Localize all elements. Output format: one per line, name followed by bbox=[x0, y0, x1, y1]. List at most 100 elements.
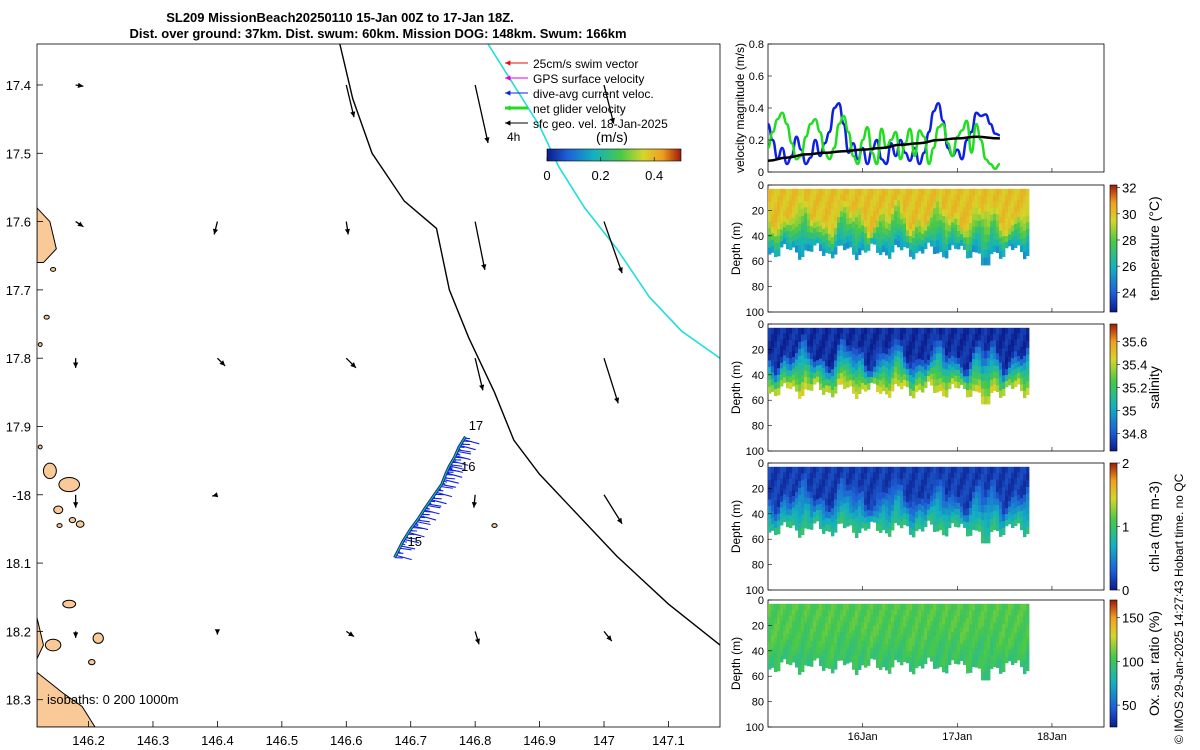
island bbox=[56, 523, 63, 528]
geo-vector bbox=[474, 84, 490, 144]
velocity-ylabel: velocity magnitude (m/s) bbox=[733, 43, 747, 173]
dive-avg-vector bbox=[395, 554, 412, 561]
geo-vector bbox=[603, 494, 623, 525]
map-x-tick-label: 146.9 bbox=[523, 733, 556, 748]
map-x-tick-label: 146.5 bbox=[266, 733, 299, 748]
geo-vector bbox=[216, 357, 226, 367]
island bbox=[53, 505, 64, 515]
depth-ylabel: Depth (m) bbox=[729, 361, 743, 414]
isobath-1000m-line bbox=[487, 44, 720, 359]
speed-colorbar-ticks: 0 0.2 0.4 bbox=[543, 157, 663, 183]
colorbar-chl-a bbox=[1109, 462, 1118, 591]
colorbar-tick-label: 0.4 bbox=[645, 168, 663, 183]
legend-swatch-gps bbox=[505, 75, 528, 81]
colorbar-tick-label-chl-a: 1 bbox=[1122, 520, 1129, 535]
depth-tick-label: 40 bbox=[752, 646, 764, 658]
island bbox=[44, 638, 62, 652]
dive-avg-vector bbox=[440, 485, 453, 489]
depth-tick-label: 20 bbox=[752, 620, 764, 632]
map-y-tick-label: -18 bbox=[12, 488, 31, 503]
velocity-series-net bbox=[768, 111, 1001, 171]
dive-avg-vector bbox=[441, 483, 456, 488]
depth-ylabel: Depth (m) bbox=[729, 637, 743, 690]
time-axis: 16Jan 17Jan 18Jan bbox=[848, 168, 1067, 743]
depth-panel-oxygen: 50 100 150 Ox. sat. ratio (%) 0 20 40 60 80 100 De… bbox=[729, 595, 1162, 734]
dive-avg-vector bbox=[405, 537, 417, 540]
colorbar-tick-label-salinity: 35.6 bbox=[1122, 334, 1147, 349]
velocity-panel: 0 0.2 0.4 0.6 0.8 velocity magnitude (m/s) bbox=[733, 39, 1105, 179]
time-tick-label: 16Jan bbox=[848, 731, 878, 743]
island bbox=[68, 516, 77, 524]
velocity-y-axis: 0 0.2 0.4 0.6 0.8 bbox=[749, 39, 772, 179]
isobath-label: isobaths: 0 200 1000m bbox=[47, 692, 179, 707]
colorbar-tick-label: 0 bbox=[543, 168, 550, 183]
coast-polygon bbox=[37, 617, 44, 659]
legend-swatch-swim bbox=[505, 60, 528, 66]
map-x-tick-label: 146.8 bbox=[459, 733, 492, 748]
dive-avg-vector bbox=[420, 515, 437, 521]
coast-polygon bbox=[37, 671, 96, 727]
colorbar-tick-label-temperature: 26 bbox=[1122, 259, 1136, 274]
track-day-labels: 15 16 17 bbox=[407, 418, 483, 549]
colorbar-label-temperature: temperature (°C) bbox=[1146, 196, 1162, 300]
map-x-tick-label: 146.2 bbox=[72, 733, 105, 748]
legend-swatch-net bbox=[505, 105, 528, 111]
island bbox=[88, 659, 96, 666]
island bbox=[43, 314, 50, 320]
geo-vector bbox=[73, 358, 79, 368]
colorbar-tick-label-temperature: 24 bbox=[1122, 285, 1136, 300]
island bbox=[37, 342, 43, 347]
colorbar-temperature bbox=[1109, 184, 1118, 313]
depth-panel-chl-a: 0 1 2 chl-a (mg m-3) 0 20 40 60 80 100 Depth (m) bbox=[729, 456, 1162, 598]
map-x-tick-label: 147.1 bbox=[652, 733, 685, 748]
colorbar-tick-label-salinity: 34.8 bbox=[1122, 427, 1147, 442]
geo-vector bbox=[603, 357, 620, 404]
island bbox=[42, 462, 57, 480]
map-y-tick-label: 17.6 bbox=[6, 215, 31, 230]
geo-vector bbox=[73, 631, 79, 638]
depth-tick-label: 40 bbox=[752, 509, 764, 521]
colorbar-label-chl-a: chl-a (mg m-3) bbox=[1146, 481, 1162, 572]
geo-vector bbox=[73, 494, 79, 508]
geo-vector bbox=[603, 221, 623, 274]
velocity-y-tick-label: 0.4 bbox=[749, 103, 764, 115]
velocity-series-dive_avg bbox=[768, 101, 1000, 166]
dive-avg-vector bbox=[412, 525, 429, 531]
depth-section-temperature bbox=[768, 188, 1030, 266]
map-y-tick-label: 17.8 bbox=[6, 351, 31, 366]
legend-note: 4h bbox=[507, 130, 520, 144]
depth-tick-label: 60 bbox=[752, 671, 764, 683]
footer-credit: © IMOS 29-Jan-2025 14:27:43 Hobart time.… bbox=[1172, 473, 1186, 744]
velocity-y-tick-label: 0 bbox=[758, 167, 764, 179]
geo-vector bbox=[344, 221, 350, 235]
depth-ylabel: Depth (m) bbox=[729, 222, 743, 275]
colorbar-tick-label-salinity: 35 bbox=[1122, 404, 1136, 419]
map-panel: 146.2 146.3 146.4 146.5 146.6 146.7 146.8 146.9… bbox=[6, 43, 721, 748]
geo-vector bbox=[603, 630, 613, 642]
dive-avg-vector bbox=[426, 504, 441, 509]
dive-avg-vector bbox=[416, 521, 431, 526]
dive-avg-vector bbox=[457, 450, 472, 455]
island bbox=[75, 520, 85, 528]
map-y-axis: 17.4 17.5 17.6 17.7 17.8 17.9 -18 18.1 18.2 18.3 bbox=[6, 78, 43, 708]
map-x-tick-label: 146.3 bbox=[137, 733, 170, 748]
dive-avg-vector bbox=[399, 547, 412, 551]
depth-section-oxygen bbox=[768, 603, 1030, 681]
velocity-y-tick-label: 0.8 bbox=[749, 39, 764, 51]
geo-vector bbox=[345, 357, 357, 369]
islands bbox=[37, 266, 498, 666]
legend-label-dive_avg: dive-avg current veloc. bbox=[533, 87, 654, 101]
dive-avg-vector bbox=[417, 519, 430, 523]
dive-avg-vector bbox=[446, 472, 463, 478]
legend-label-net: net glider velocity bbox=[533, 102, 626, 116]
geo-vector bbox=[75, 82, 84, 88]
geo-vector bbox=[212, 492, 219, 498]
time-tick-label: 17Jan bbox=[942, 731, 972, 743]
dive-avg-vector bbox=[447, 468, 463, 473]
map-x-tick-label: 146.7 bbox=[394, 733, 427, 748]
title-line-1: SL209 MissionBeach20250110 15-Jan 00Z to… bbox=[166, 10, 514, 25]
geo-vector bbox=[603, 84, 615, 124]
colorbar-tick-label-chl-a: 2 bbox=[1122, 456, 1129, 471]
